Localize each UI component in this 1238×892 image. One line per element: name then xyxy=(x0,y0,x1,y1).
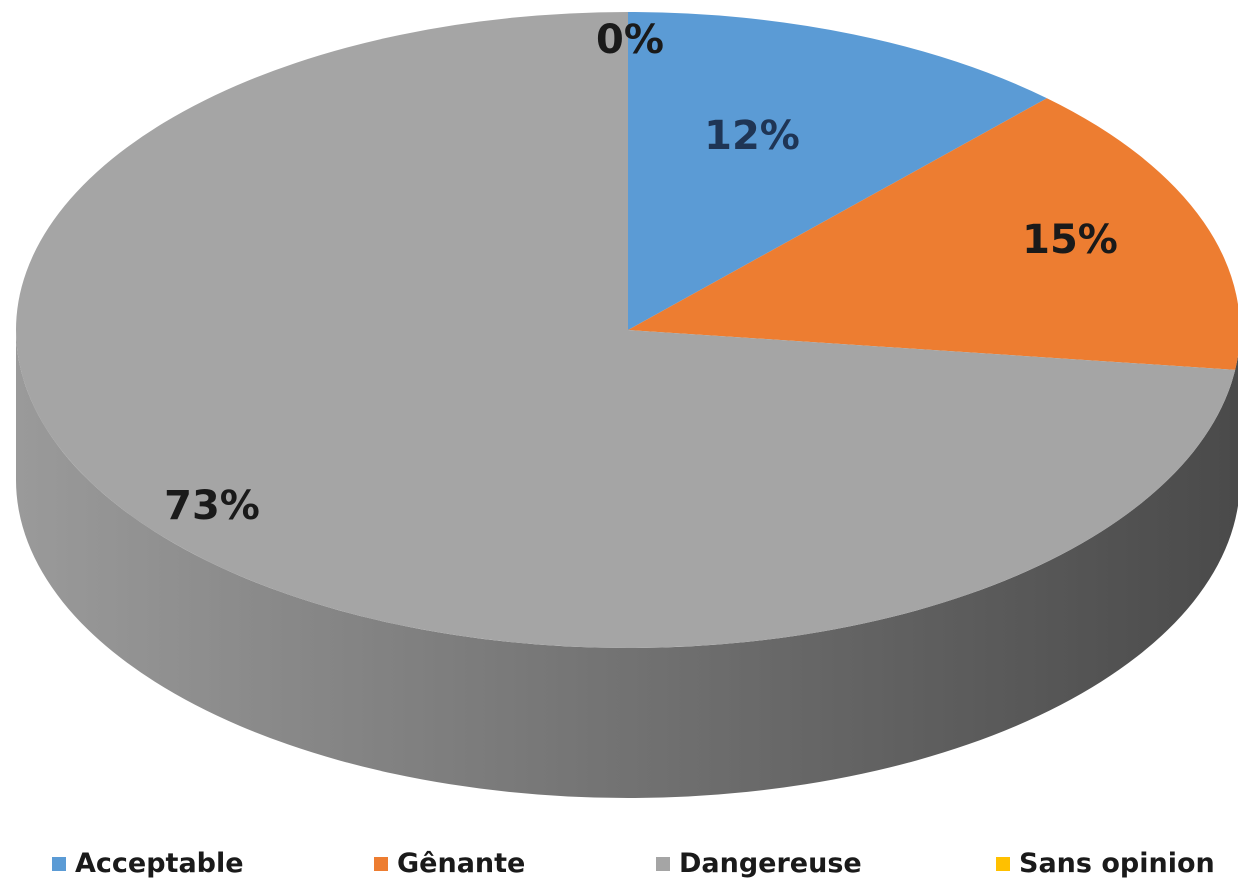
legend-item-dangereuse: Dangereuse xyxy=(656,848,862,879)
legend-swatch-genante xyxy=(374,856,388,871)
data-label-acceptable: 12% xyxy=(704,113,800,159)
legend-label-sans-opinion: Sans opinion xyxy=(1019,848,1215,879)
data-label-genante: 15% xyxy=(1022,217,1118,263)
legend-swatch-sans-opinion xyxy=(996,856,1010,871)
pie-slice-dangereuse xyxy=(16,12,1236,649)
pie-slice-genante xyxy=(628,98,1238,370)
pie-side-wall xyxy=(16,330,1238,798)
legend: Acceptable Gênante Dangereuse Sans opini… xyxy=(0,848,1238,888)
data-label-dangereuse: 73% xyxy=(164,483,260,529)
pie-side-wall-surface xyxy=(16,330,1238,798)
pie-slice-acceptable xyxy=(628,12,1047,330)
legend-item-sans-opinion: Sans opinion xyxy=(996,848,1215,879)
legend-label-genante: Gênante xyxy=(397,848,526,879)
legend-label-acceptable: Acceptable xyxy=(75,848,244,879)
legend-swatch-acceptable xyxy=(52,856,66,871)
data-label-sans-opinion: 0% xyxy=(596,17,664,63)
legend-item-acceptable: Acceptable xyxy=(52,848,244,879)
legend-label-dangereuse: Dangereuse xyxy=(679,848,862,879)
legend-swatch-dangereuse xyxy=(656,856,670,871)
legend-item-genante: Gênante xyxy=(374,848,525,879)
